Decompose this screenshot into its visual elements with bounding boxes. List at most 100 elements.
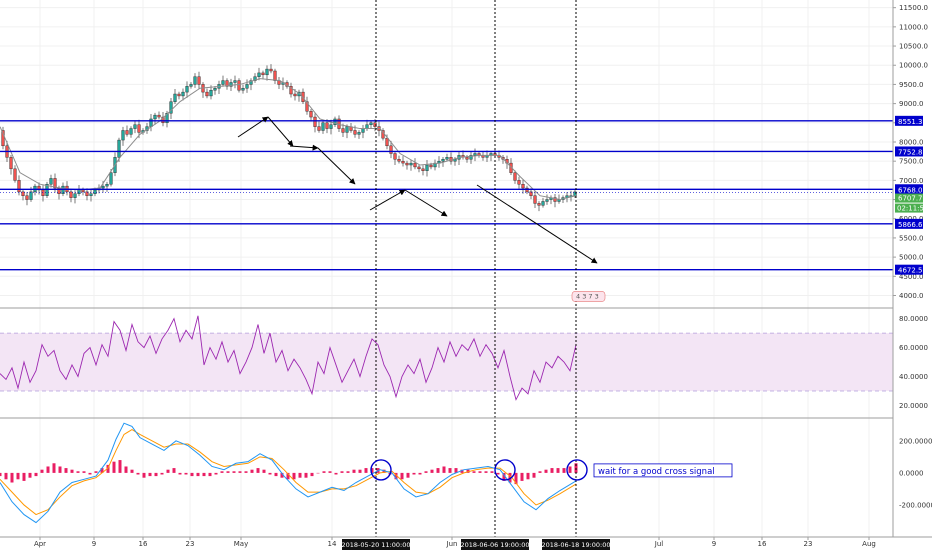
candle xyxy=(397,159,401,162)
candle xyxy=(321,122,325,131)
annotation-box xyxy=(593,463,733,478)
rsi-tick-label: 60.0000 xyxy=(899,344,928,352)
macd-histogram-bar xyxy=(268,472,272,475)
candle xyxy=(193,76,197,85)
crosshair-label: 2018-06-18 19:00:00 xyxy=(541,541,610,549)
candle xyxy=(517,180,521,185)
macd-histogram-bar xyxy=(184,472,188,475)
macd-histogram-bar xyxy=(16,472,20,480)
candle xyxy=(305,101,309,112)
macd-histogram-bar xyxy=(322,471,326,473)
macd-histogram-bar xyxy=(46,466,50,473)
moving-average-line xyxy=(0,78,577,201)
candle xyxy=(73,193,77,198)
macd-histogram-bar xyxy=(484,471,488,473)
candle xyxy=(121,130,125,141)
price-tick-label: 4000.0 xyxy=(899,292,924,300)
macd-histogram-bar xyxy=(286,472,290,480)
macd-histogram-bar xyxy=(208,472,212,477)
candle xyxy=(553,197,557,202)
candle xyxy=(237,80,241,91)
macd-histogram-bar xyxy=(334,472,338,475)
candle xyxy=(69,191,73,198)
level-label: 4672.5 xyxy=(898,267,923,275)
candle xyxy=(385,137,389,147)
crosshair-label-bg xyxy=(342,539,410,550)
trend-arrow xyxy=(317,147,356,185)
cross-circle xyxy=(370,459,392,481)
grid-lines xyxy=(0,0,893,537)
candle xyxy=(413,162,417,168)
level-label-bg xyxy=(895,146,923,157)
candle xyxy=(257,72,261,77)
candle xyxy=(85,191,89,196)
macd-histogram-bar xyxy=(28,472,32,478)
candle xyxy=(369,122,373,125)
x-tick-label: Aug xyxy=(862,540,876,548)
macd-histogram-bar xyxy=(340,471,344,473)
candle xyxy=(537,203,541,206)
event-marker-label: 4 3 7 3 xyxy=(576,292,599,300)
macd-histogram-bar xyxy=(160,472,164,475)
macd-histogram-bar xyxy=(166,469,170,473)
candle xyxy=(465,157,469,160)
rsi-band xyxy=(0,333,893,391)
event-marker xyxy=(571,291,606,302)
candle xyxy=(213,88,217,91)
macd-histogram-bar xyxy=(244,471,248,473)
candle xyxy=(209,89,213,97)
candle xyxy=(469,155,473,160)
cross-circle xyxy=(566,459,588,481)
macd-histogram-bar xyxy=(220,471,224,473)
macd-histogram-bar xyxy=(172,468,176,473)
candle xyxy=(265,68,269,76)
candle xyxy=(101,185,105,189)
macd-histogram-bar xyxy=(466,469,470,473)
candle xyxy=(109,172,113,185)
x-tick-label: 23 xyxy=(804,540,813,548)
macd-histogram-bar xyxy=(106,464,110,473)
candle xyxy=(229,82,233,87)
macd-histogram-bar xyxy=(4,472,8,480)
macd-histogram-bar xyxy=(76,471,80,473)
price-tick-label: 4500.0 xyxy=(899,273,924,281)
macd-histogram-bar xyxy=(406,472,410,478)
macd-histogram-bar xyxy=(478,471,482,473)
price-tick-label: 10000.0 xyxy=(899,62,928,70)
price-tick-label: 7000.0 xyxy=(899,177,924,185)
candle xyxy=(89,193,93,196)
price-tick-label: 8000.0 xyxy=(899,138,924,146)
candle xyxy=(29,191,33,200)
annotations: 4 3 7 3 wait for a good cross signal xyxy=(237,116,733,481)
countdown-bg xyxy=(895,203,923,213)
macd-histogram-bar xyxy=(538,471,542,473)
candle xyxy=(153,114,157,120)
x-tick-label: 9 xyxy=(712,540,716,548)
candle xyxy=(401,160,405,164)
macd-histogram-bar xyxy=(532,472,536,478)
candle xyxy=(393,153,397,160)
macd-histogram-bar xyxy=(460,469,464,473)
macd-histogram-bar xyxy=(394,472,398,480)
candle xyxy=(197,76,201,85)
macd-histogram-bar xyxy=(142,472,146,478)
macd-histogram-bar xyxy=(490,471,494,473)
macd-histogram-bar xyxy=(112,461,116,473)
x-tick-label: May xyxy=(234,540,248,548)
macd-histogram-bar xyxy=(136,472,140,475)
macd-histogram-bar xyxy=(82,471,86,473)
macd-histogram-bar xyxy=(364,468,368,473)
macd-histogram-bar xyxy=(22,472,26,481)
macd-histogram-bar xyxy=(34,472,38,477)
macd-histogram-bar xyxy=(442,466,446,473)
macd-histogram-bar xyxy=(274,472,278,477)
macd-histogram-bar xyxy=(496,472,500,475)
candle xyxy=(341,128,345,133)
price-tick-label: 9000.0 xyxy=(899,100,924,108)
candle xyxy=(273,70,277,81)
macd-histogram-bar xyxy=(400,472,404,480)
level-label-bg xyxy=(895,184,923,195)
candle xyxy=(125,130,129,135)
macd-histogram-bar xyxy=(196,472,200,477)
